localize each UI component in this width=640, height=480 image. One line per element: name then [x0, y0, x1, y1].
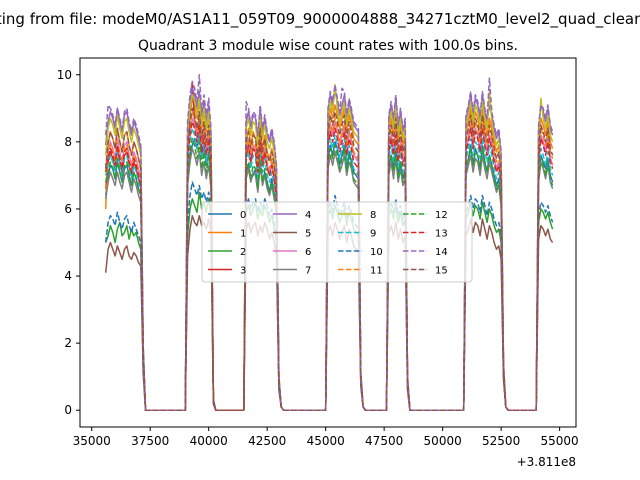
- x-tick-label: 45000: [307, 434, 345, 448]
- legend-label-5: 5: [305, 229, 311, 240]
- series-line-15: [104, 107, 554, 411]
- legend-label-8: 8: [370, 210, 376, 221]
- legend-label-0: 0: [240, 210, 246, 221]
- x-tick-label: 50000: [424, 434, 462, 448]
- legend-label-1: 1: [240, 229, 246, 240]
- x-tick-label: 37500: [131, 434, 169, 448]
- y-tick-label: 10: [57, 68, 72, 82]
- legend-label-9: 9: [370, 229, 376, 240]
- plot-frame: [79, 57, 577, 428]
- y-tick-label: 4: [64, 269, 72, 283]
- legend-label-13: 13: [435, 229, 448, 240]
- x-tick-label: 52500: [482, 434, 520, 448]
- legend-label-6: 6: [305, 247, 311, 258]
- y-axis: 0 2 4 6 8 10: [57, 68, 80, 417]
- x-tick-label: 42500: [248, 434, 286, 448]
- legend-label-7: 7: [305, 266, 311, 277]
- y-tick-label: 0: [64, 403, 72, 417]
- y-tick-label: 6: [64, 202, 72, 216]
- legend-label-11: 11: [370, 266, 383, 277]
- legend-label-3: 3: [240, 266, 246, 277]
- legend-label-15: 15: [435, 266, 448, 277]
- legend-label-10: 10: [370, 247, 383, 258]
- x-tick-label: 55000: [541, 434, 579, 448]
- series-layer: [104, 74, 554, 411]
- x-axis: 35000 37500 40000 42500 45000 47500 50000 52500…: [73, 427, 579, 448]
- x-offset-label: +3.811e8: [517, 455, 576, 469]
- x-tick-label: 35000: [73, 434, 111, 448]
- figure-suptitle: Plotting from file: modeM0/AS1A11_059T09…: [0, 10, 640, 29]
- legend-label-12: 12: [435, 210, 448, 221]
- x-tick-label: 40000: [190, 434, 228, 448]
- y-tick-label: 2: [64, 336, 72, 350]
- legend-box: [201, 201, 473, 283]
- x-tick-label: 47500: [365, 434, 403, 448]
- chart-title: Quadrant 3 module wise count rates with …: [138, 38, 518, 54]
- series-line-14: [104, 74, 554, 411]
- y-tick-label: 8: [64, 135, 72, 149]
- legend-label-4: 4: [305, 210, 311, 221]
- legend-label-14: 14: [435, 247, 448, 258]
- legend-label-2: 2: [240, 247, 246, 258]
